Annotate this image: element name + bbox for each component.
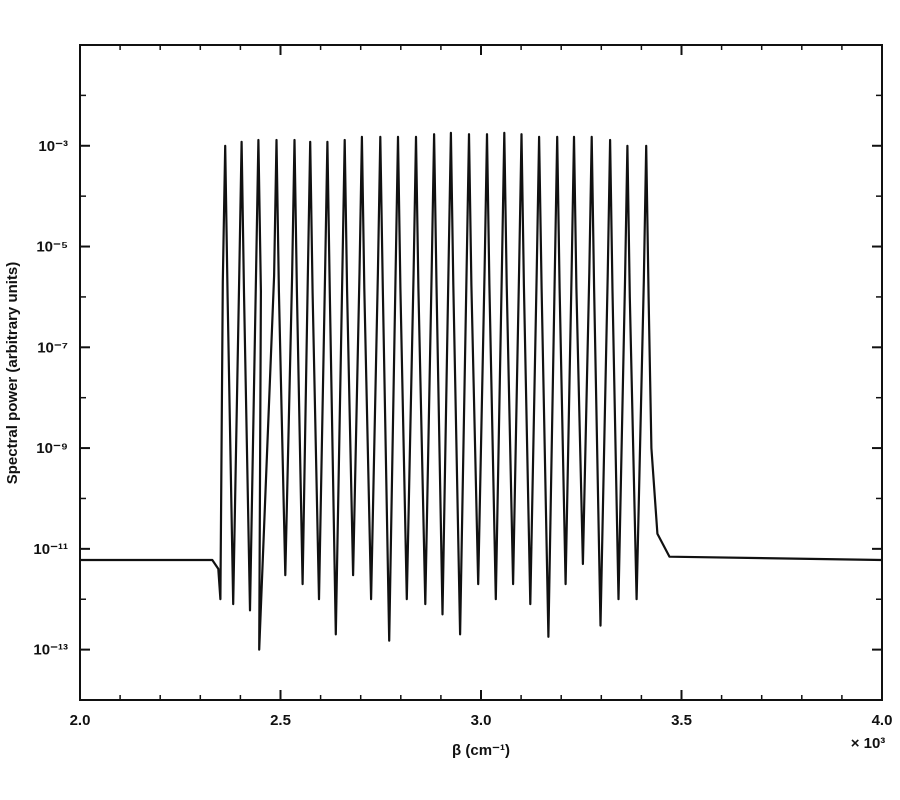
x-axis-label: β (cm⁻¹) xyxy=(452,742,510,759)
x-tick-label: 3.5 xyxy=(671,712,692,729)
spectral-power-line xyxy=(80,131,883,651)
y-axis-ticks: 10⁻³ 10⁻⁵ 10⁻⁷ 10⁻⁹ 10⁻¹¹ 10⁻¹³ xyxy=(33,94,882,701)
x-axis-ticks: 2.0 2.5 3.0 3.5 4.0 xyxy=(70,45,893,729)
y-tick-label: 10⁻³ xyxy=(38,138,68,155)
y-tick-label: 10⁻⁷ xyxy=(37,339,68,356)
x-tick-label: 3.0 xyxy=(471,712,492,729)
y-axis-label: Spectral power (arbitrary units) xyxy=(4,262,21,485)
x-tick-label: 4.0 xyxy=(872,712,893,729)
x-axis-multiplier: × 10³ xyxy=(851,735,886,752)
x-tick-label: 2.5 xyxy=(270,712,291,729)
y-tick-label: 10⁻¹¹ xyxy=(33,541,68,558)
plot-frame xyxy=(79,44,883,701)
y-tick-label: 10⁻⁹ xyxy=(36,440,68,457)
y-tick-label: 10⁻¹³ xyxy=(33,642,68,659)
x-tick-label: 2.0 xyxy=(70,712,91,729)
y-tick-label: 10⁻⁵ xyxy=(36,239,68,256)
